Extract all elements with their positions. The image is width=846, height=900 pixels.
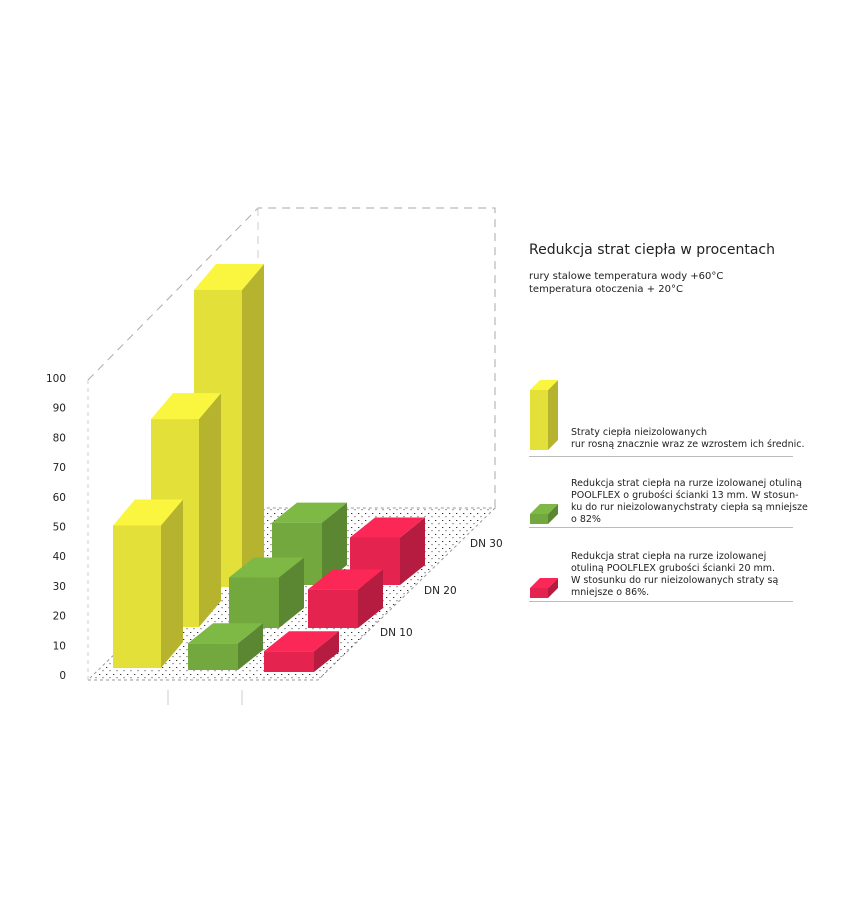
- legend-line: W stosunku do rur nieizolowanych straty …: [571, 575, 779, 586]
- bar-top: [188, 623, 263, 644]
- bar: [188, 643, 238, 670]
- bar-top: [308, 569, 383, 590]
- bar-top: [151, 393, 221, 420]
- y-tick-label: 20: [53, 611, 66, 623]
- chart-title: Redukcja strat ciepła w procentach: [529, 242, 775, 258]
- bar-top: [113, 499, 183, 526]
- legend-swatch-top: [530, 380, 558, 390]
- subtitle-line: rury stalowe temperatura wody +60°C: [529, 271, 724, 282]
- legend-line: o 82%: [571, 514, 601, 525]
- bar-top: [272, 502, 347, 523]
- legend-swatch-top: [530, 578, 558, 588]
- bar: [264, 651, 314, 672]
- bar-side: [238, 623, 263, 670]
- y-tick-label: 40: [53, 551, 66, 563]
- bar-side: [242, 264, 264, 587]
- legend-swatch: [530, 588, 548, 598]
- y-tick-label: 30: [53, 581, 66, 593]
- y-tick-label: 80: [53, 432, 66, 444]
- legend-line: Straty ciepła nieizolowanych: [571, 427, 708, 438]
- legend-swatch: [530, 514, 548, 524]
- bar-top: [350, 517, 425, 538]
- bar-side: [314, 631, 339, 672]
- legend-line: Redukcja strat ciepła na rurze izolowane…: [571, 551, 767, 562]
- y-tick-label: 70: [53, 462, 66, 474]
- legend-text-uninsulated: Straty ciepła nieizolowanych rur rosną z…: [571, 427, 804, 451]
- bar-top: [194, 264, 264, 290]
- legend-line: Redukcja strat ciepła na rurze izolowane…: [571, 478, 802, 489]
- y-tick-label: 100: [46, 373, 66, 385]
- legend-line: POOLFLEX o grubości ścianki 13 mm. W sto…: [571, 490, 799, 501]
- bar-side: [279, 557, 304, 628]
- legend-swatch: [530, 390, 548, 450]
- category-label: DN 10: [380, 627, 413, 639]
- bar-top: [264, 631, 339, 652]
- legend-line: otuliną POOLFLEX grubości ścianki 20 mm.: [571, 563, 776, 574]
- y-tick-label: 60: [53, 492, 66, 504]
- bar-side: [358, 569, 383, 628]
- legend-swatch-top: [530, 504, 558, 514]
- bar-side: [199, 393, 221, 627]
- bar-side: [161, 499, 183, 668]
- y-tick-label: 0: [59, 670, 66, 682]
- chart-subtitle: rury stalowe temperatura wody +60°C temp…: [529, 270, 723, 296]
- divider: [529, 601, 793, 602]
- back-wall-outline: [87, 207, 496, 508]
- legend-line: mniejsze o 86%.: [571, 587, 650, 598]
- legend-line: ku do rur nieizolowanychstraty ciepła są…: [571, 502, 808, 513]
- legend-swatch-side: [548, 380, 558, 450]
- bar-top: [229, 557, 304, 578]
- subtitle-line: temperatura otoczenia + 20°C: [529, 284, 683, 295]
- legend-swatch-side: [548, 578, 558, 598]
- bar-side: [322, 502, 347, 585]
- bar-side: [400, 517, 425, 585]
- legend-swatch-side: [548, 504, 558, 524]
- bar: [308, 589, 358, 628]
- bar: [113, 525, 161, 668]
- divider: [529, 527, 793, 528]
- y-tick-label: 10: [53, 640, 66, 652]
- bar: [229, 577, 279, 628]
- y-tick-label: 50: [53, 522, 66, 534]
- legend-text-13mm: Redukcja strat ciepła na rurze izolowane…: [571, 478, 808, 526]
- category-label: DN 20: [424, 585, 457, 597]
- y-tick-label: 90: [53, 403, 66, 415]
- legend-text-20mm: Redukcja strat ciepła na rurze izolowane…: [571, 551, 778, 599]
- legend-line: rur rosną znacznie wraz ze wzrostem ich …: [571, 439, 805, 450]
- divider: [529, 456, 793, 457]
- category-label: DN 30: [470, 538, 503, 550]
